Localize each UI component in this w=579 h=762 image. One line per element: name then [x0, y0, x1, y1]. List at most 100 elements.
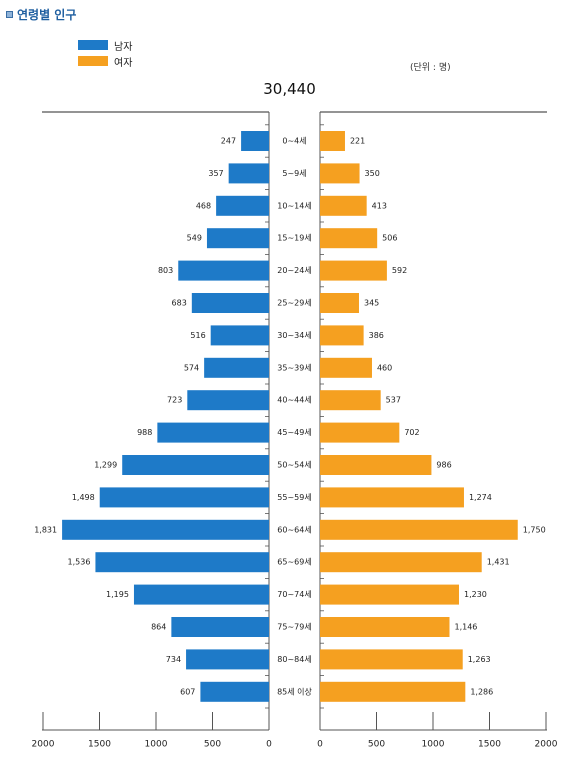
female-x-tick-label: 0 — [317, 740, 323, 750]
male-value-label: 549 — [187, 234, 202, 243]
male-value-label: 734 — [166, 655, 181, 664]
female-bar — [320, 681, 466, 702]
female-value-label: 986 — [436, 461, 451, 470]
male-value-label: 607 — [180, 687, 195, 696]
female-value-label: 1,146 — [454, 623, 477, 632]
unit-label: (단위 : 명) — [410, 63, 451, 73]
male-value-label: 1,831 — [34, 525, 57, 534]
female-x-tick-label: 500 — [368, 740, 385, 750]
legend-item-female: 여자 — [78, 54, 133, 69]
age-group-label: 65~69세 — [277, 558, 311, 567]
male-bar — [99, 487, 269, 508]
male-value-label: 1,536 — [68, 558, 91, 567]
male-value-label: 988 — [137, 428, 152, 437]
age-group-label: 10~14세 — [277, 201, 311, 210]
female-value-label: 1,230 — [464, 590, 487, 599]
male-value-label: 864 — [151, 623, 166, 632]
male-bar — [241, 131, 269, 151]
age-group-label: 35~39세 — [277, 363, 311, 372]
chart-title: 연령별 인구 — [17, 8, 77, 22]
male-value-label: 247 — [221, 137, 236, 146]
male-bar — [62, 519, 269, 540]
male-x-tick-label: 2000 — [32, 740, 55, 750]
legend-swatch-female — [78, 56, 108, 66]
legend-item-male: 남자 — [78, 38, 132, 53]
male-bar — [95, 552, 269, 573]
age-group-label: 75~79세 — [277, 623, 311, 632]
male-x-tick-label: 0 — [266, 740, 272, 750]
age-group-label: 60~64세 — [277, 525, 311, 534]
male-value-label: 1,498 — [72, 493, 95, 502]
female-bar — [320, 455, 432, 475]
female-value-label: 702 — [404, 428, 419, 437]
female-value-label: 345 — [364, 299, 379, 308]
male-bar — [216, 195, 269, 216]
female-value-label: 1,274 — [469, 493, 492, 502]
female-bar — [320, 519, 518, 540]
age-group-label: 80~84세 — [277, 655, 311, 664]
age-group-label: 85세 이상 — [277, 686, 312, 696]
age-group-label: 5~9세 — [282, 169, 306, 178]
female-value-label: 460 — [377, 363, 392, 372]
female-value-label: 386 — [369, 331, 384, 340]
female-bar — [320, 422, 400, 443]
total-population: 30,440 — [263, 80, 316, 98]
chart-title-row: 연령별 인구 — [6, 6, 76, 23]
legend: 남자 여자 — [78, 38, 132, 70]
age-group-label: 40~44세 — [277, 396, 311, 405]
female-bar — [320, 195, 367, 216]
female-bar — [320, 552, 482, 573]
square-bullet-icon — [6, 11, 13, 18]
female-bar — [320, 228, 378, 249]
male-bar — [186, 649, 269, 670]
male-value-label: 723 — [167, 396, 182, 405]
male-bar — [204, 357, 269, 378]
age-group-label: 50~54세 — [277, 461, 311, 470]
female-value-label: 350 — [365, 169, 380, 178]
age-group-label: 25~29세 — [277, 299, 311, 308]
female-x-tick-label: 2000 — [535, 740, 558, 750]
female-bar — [320, 260, 387, 281]
male-bar — [200, 681, 269, 702]
female-value-label: 413 — [372, 201, 387, 210]
male-value-label: 468 — [196, 201, 211, 210]
female-bar — [320, 163, 360, 184]
female-x-tick-label: 1000 — [422, 740, 445, 750]
female-value-label: 537 — [386, 396, 401, 405]
legend-label-female: 여자 — [114, 57, 133, 69]
male-bar — [228, 163, 269, 184]
legend-swatch-male — [78, 40, 108, 50]
female-bar — [320, 293, 359, 313]
male-bar — [187, 390, 269, 411]
age-group-label: 15~19세 — [277, 234, 311, 243]
female-bar — [320, 325, 364, 346]
female-bar — [320, 487, 464, 508]
male-bar — [171, 617, 269, 637]
female-value-label: 506 — [382, 234, 397, 243]
male-value-label: 574 — [184, 363, 199, 372]
male-value-label: 1,299 — [94, 461, 117, 470]
female-value-label: 592 — [392, 266, 407, 275]
male-value-label: 1,195 — [106, 590, 129, 599]
male-x-tick-label: 1500 — [88, 740, 111, 750]
male-value-label: 516 — [190, 331, 205, 340]
female-bar — [320, 649, 463, 670]
male-bar — [122, 455, 269, 475]
male-bar — [191, 293, 269, 313]
age-group-label: 0~4세 — [282, 137, 306, 146]
female-x-tick-label: 1500 — [478, 740, 501, 750]
female-value-label: 1,431 — [487, 558, 510, 567]
male-bar — [210, 325, 269, 346]
male-value-label: 357 — [208, 169, 223, 178]
male-x-tick-label: 500 — [204, 740, 221, 750]
male-x-tick-label: 1000 — [145, 740, 168, 750]
female-bar — [320, 617, 450, 637]
male-bar — [178, 260, 269, 281]
male-value-label: 683 — [172, 299, 187, 308]
female-value-label: 1,750 — [523, 525, 546, 534]
female-value-label: 1,263 — [468, 655, 491, 664]
female-value-label: 1,286 — [470, 687, 493, 696]
female-bar — [320, 390, 381, 411]
female-value-label: 221 — [350, 137, 365, 146]
